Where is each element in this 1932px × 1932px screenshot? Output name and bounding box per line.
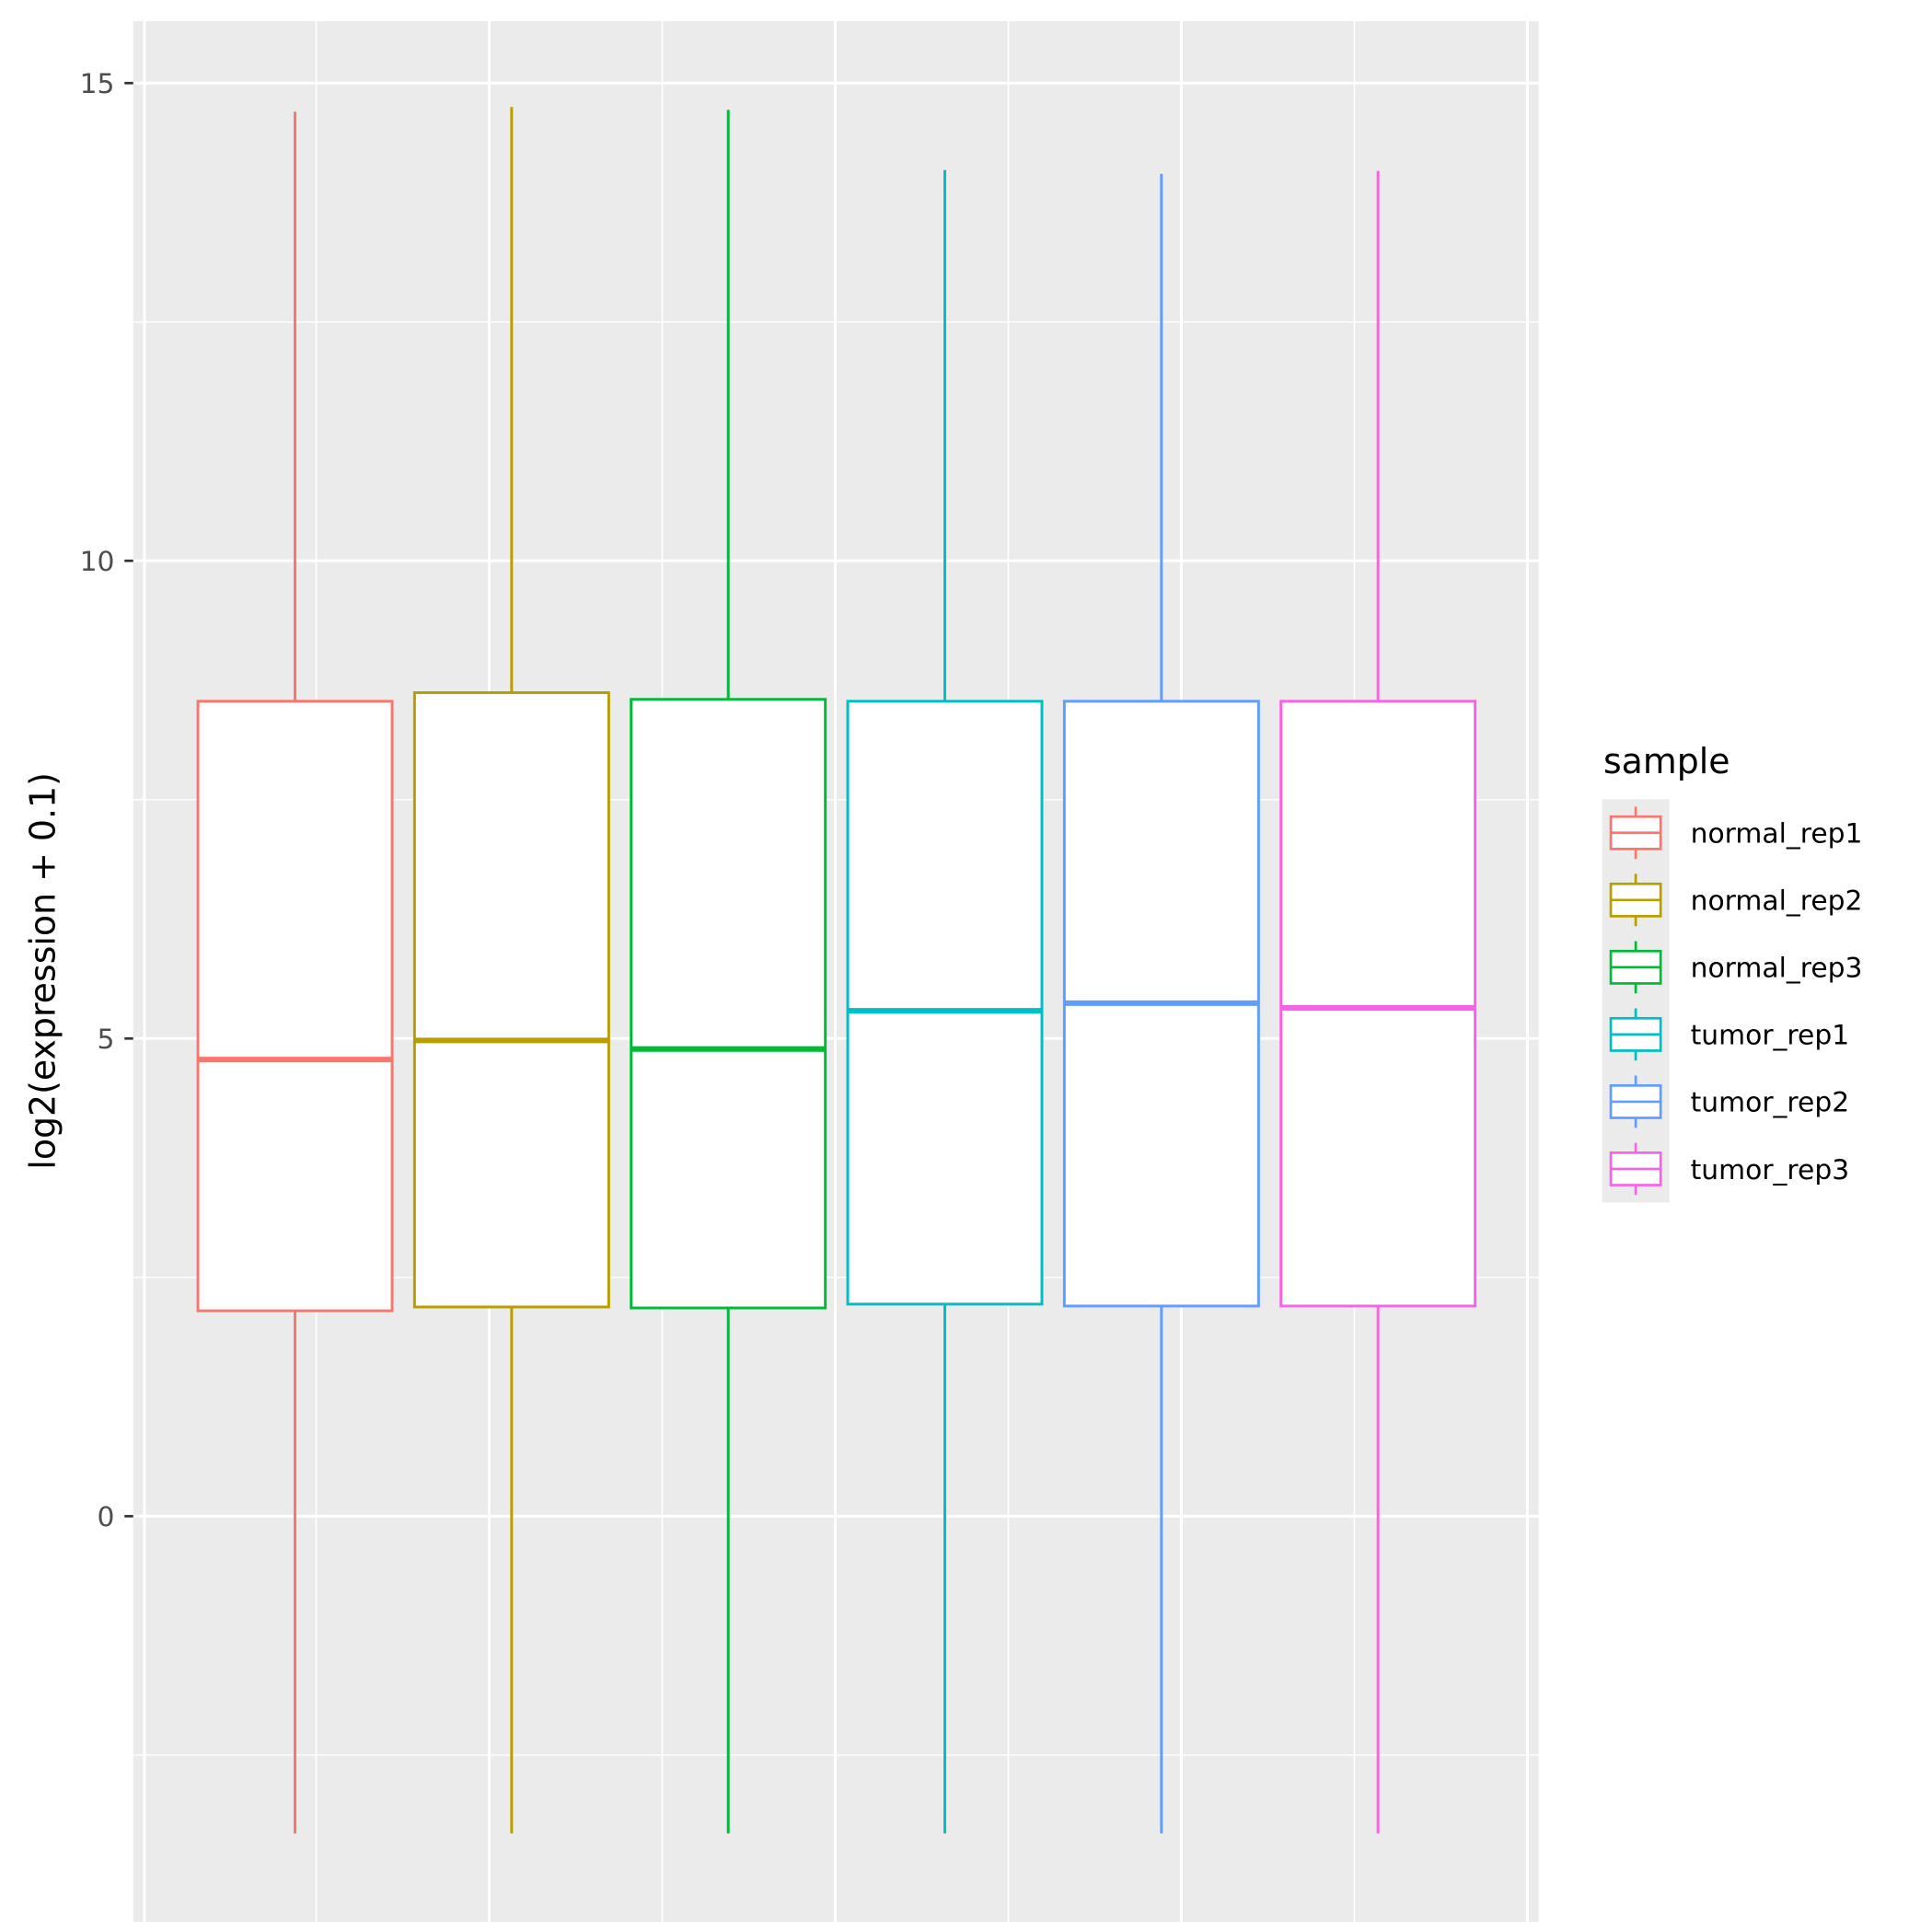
legend-item-tumor_rep2: tumor_rep2 <box>1609 1075 1850 1128</box>
box-tumor_rep2 <box>1062 173 1260 1834</box>
box-iqr <box>412 691 610 1309</box>
box-iqr <box>1279 700 1477 1308</box>
legend-item-normal_rep1: normal_rep1 <box>1609 806 1863 860</box>
y-tick-label: 15 <box>80 68 115 100</box>
y-tick-label: 10 <box>80 546 115 578</box>
box-tumor_rep3 <box>1279 170 1477 1834</box>
legend-item-tumor_rep1: tumor_rep1 <box>1609 1008 1850 1061</box>
legend-label: normal_rep2 <box>1691 885 1863 918</box>
legend: normal_rep1 normal_rep2 normal_rep3 tumor_r… <box>1609 806 1863 1196</box>
box-normal_rep1 <box>196 111 394 1834</box>
legend-item-normal_rep2: normal_rep2 <box>1609 873 1863 927</box>
legend-keys-background <box>1602 799 1670 1203</box>
y-tick-label: 0 <box>97 1501 114 1533</box>
y-tick-label: 5 <box>97 1024 114 1056</box>
legend-label: normal_rep1 <box>1691 818 1863 850</box>
legend-label: tumor_rep1 <box>1691 1020 1850 1052</box>
legend-label: normal_rep3 <box>1691 953 1863 985</box>
legend-label: tumor_rep2 <box>1691 1087 1850 1119</box>
box-iqr <box>630 698 827 1310</box>
legend-item-tumor_rep3: tumor_rep3 <box>1609 1142 1850 1196</box>
legend-item-normal_rep3: normal_rep3 <box>1609 941 1863 994</box>
box-normal_rep3 <box>630 110 827 1834</box>
box-tumor_rep1 <box>846 169 1044 1834</box>
boxes <box>196 107 1477 1834</box>
legend-title: sample <box>1603 741 1730 781</box>
y-axis-label: log2(expression + 0.1) <box>23 772 64 1170</box>
y-axis: 0 5 10 15 <box>80 68 133 1533</box>
box-iqr <box>846 700 1044 1306</box>
legend-label: tumor_rep3 <box>1691 1154 1850 1186</box>
box-normal_rep2 <box>412 107 610 1834</box>
box-iqr <box>196 700 394 1313</box>
